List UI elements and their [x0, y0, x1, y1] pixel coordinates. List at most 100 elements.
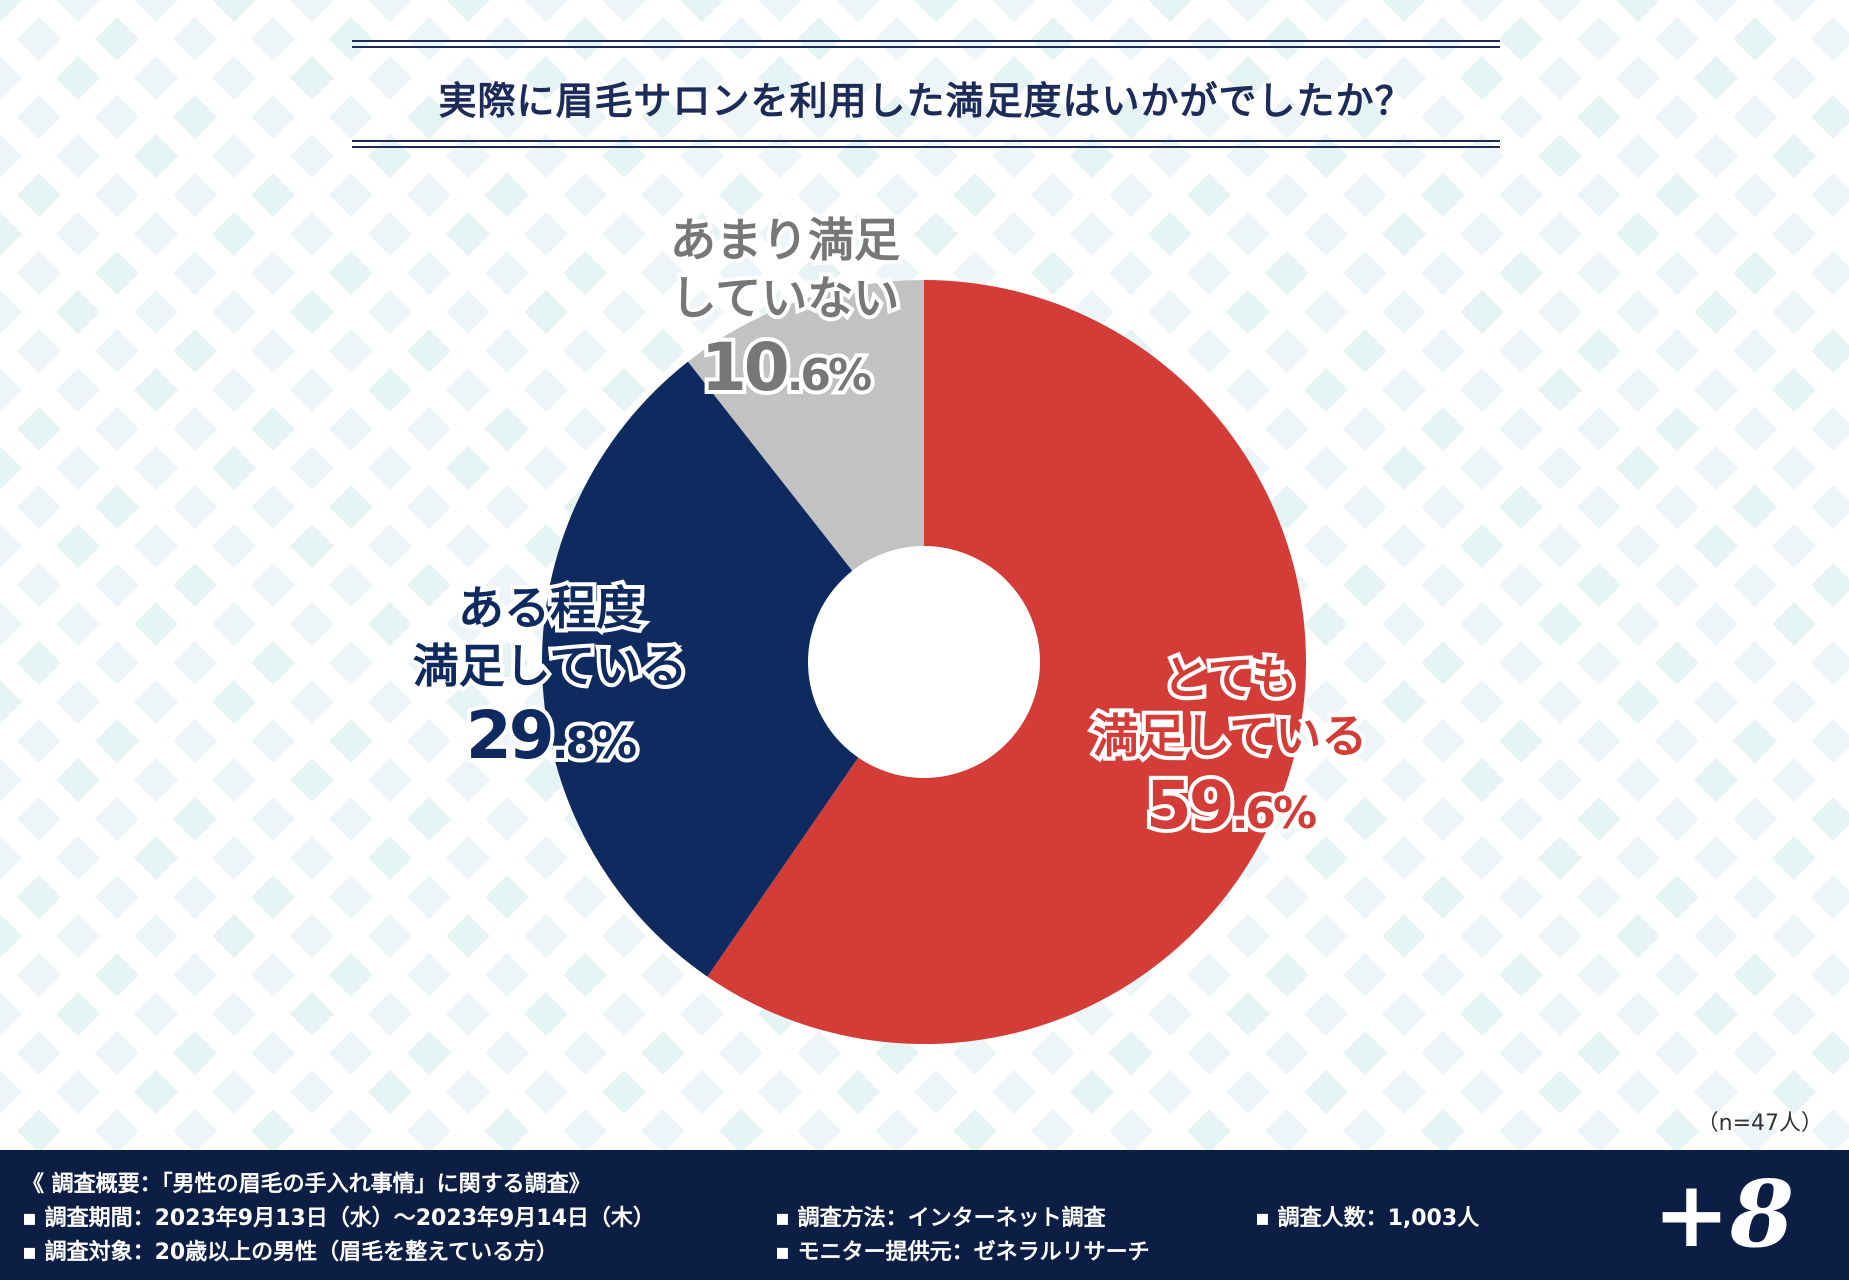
background-diamond: [1577, 407, 1621, 451]
background-diamond: [1499, 641, 1543, 685]
background-diamond: [1343, 1031, 1387, 1075]
background-diamond: [1499, 251, 1543, 295]
background-diamond: [56, 836, 100, 880]
background-diamond: [17, 173, 61, 217]
background-diamond: [1265, 407, 1309, 451]
background-diamond: [173, 95, 217, 139]
background-diamond: [95, 173, 139, 217]
background-diamond: [1733, 485, 1777, 529]
background-diamond: [446, 368, 490, 412]
background-diamond: [1304, 56, 1348, 100]
background-diamond: [1109, 17, 1153, 61]
background-diamond: [1772, 836, 1816, 880]
background-diamond: [134, 212, 178, 256]
background-diamond: [446, 56, 490, 100]
background-diamond: [446, 0, 490, 22]
background-diamond: [1460, 914, 1504, 958]
background-diamond: [173, 1109, 217, 1150]
background-diamond: [407, 719, 451, 763]
background-diamond: [797, 173, 841, 217]
background-diamond: [368, 446, 412, 490]
background-diamond: [0, 56, 22, 100]
background-diamond: [95, 797, 139, 841]
background-diamond: [0, 524, 22, 568]
background-diamond: [914, 134, 958, 178]
background-diamond: [524, 446, 568, 490]
background-diamond: [95, 407, 139, 451]
background-diamond: [719, 1109, 763, 1150]
background-diamond: [1733, 173, 1777, 217]
background-diamond: [914, 56, 958, 100]
background-diamond: [1655, 875, 1699, 919]
background-diamond: [524, 212, 568, 256]
background-diamond: [1811, 173, 1849, 217]
background-diamond: [1343, 329, 1387, 373]
background-diamond: [1031, 17, 1075, 61]
background-diamond: [0, 368, 22, 412]
background-diamond: [1772, 524, 1816, 568]
background-diamond: [0, 0, 22, 22]
background-diamond: [17, 797, 61, 841]
background-diamond: [95, 485, 139, 529]
background-diamond: [1577, 329, 1621, 373]
background-diamond: [836, 0, 880, 22]
background-diamond: [329, 173, 373, 217]
background-diamond: [368, 914, 412, 958]
background-diamond: [1616, 992, 1660, 1036]
background-diamond: [1538, 368, 1582, 412]
background-diamond: [0, 992, 22, 1036]
background-diamond: [212, 212, 256, 256]
background-diamond: [1733, 329, 1777, 373]
background-diamond: [797, 1031, 841, 1075]
background-diamond: [485, 95, 529, 139]
background-diamond: [95, 719, 139, 763]
background-diamond: [1538, 680, 1582, 724]
background-diamond: [1460, 212, 1504, 256]
background-diamond: [680, 56, 724, 100]
background-diamond: [290, 212, 334, 256]
background-diamond: [212, 602, 256, 646]
background-diamond: [1343, 407, 1387, 451]
background-diamond: [992, 134, 1036, 178]
background-diamond: [1772, 914, 1816, 958]
background-diamond: [56, 368, 100, 412]
background-diamond: [1772, 446, 1816, 490]
background-diamond: [1577, 563, 1621, 607]
background-diamond: [641, 1031, 685, 1075]
background-diamond: [446, 290, 490, 334]
background-diamond: [1694, 836, 1738, 880]
background-diamond: [680, 290, 724, 334]
background-diamond: [56, 56, 100, 100]
background-diamond: [368, 992, 412, 1036]
background-diamond: [524, 914, 568, 958]
background-diamond: [1499, 173, 1543, 217]
background-diamond: [290, 0, 334, 22]
background-diamond: [1811, 17, 1849, 61]
background-diamond: [1382, 368, 1426, 412]
background-diamond: [1304, 446, 1348, 490]
label-somewhat-satisfied-line1: ある程度: [454, 577, 646, 639]
background-diamond: [875, 1109, 919, 1150]
background-diamond: [1382, 524, 1426, 568]
background-diamond: [1265, 329, 1309, 373]
background-diamond: [758, 56, 802, 100]
background-diamond: [17, 17, 61, 61]
background-diamond: [1031, 95, 1075, 139]
background-diamond: [1382, 992, 1426, 1036]
background-diamond: [1343, 797, 1387, 841]
background-diamond: [134, 992, 178, 1036]
background-diamond: [1304, 1070, 1348, 1114]
background-diamond: [1733, 641, 1777, 685]
background-diamond: [563, 407, 607, 451]
background-diamond: [1421, 1109, 1465, 1150]
background-diamond: [1226, 290, 1270, 334]
background-diamond: [1499, 719, 1543, 763]
label-very-satisfied-line2: 満足している: [1089, 705, 1372, 767]
background-diamond: [290, 836, 334, 880]
background-diamond: [1304, 680, 1348, 724]
background-diamond: [1577, 719, 1621, 763]
background-diamond: [485, 875, 529, 919]
background-diamond: [212, 524, 256, 568]
background-diamond: [212, 914, 256, 958]
background-diamond: [1226, 1070, 1270, 1114]
